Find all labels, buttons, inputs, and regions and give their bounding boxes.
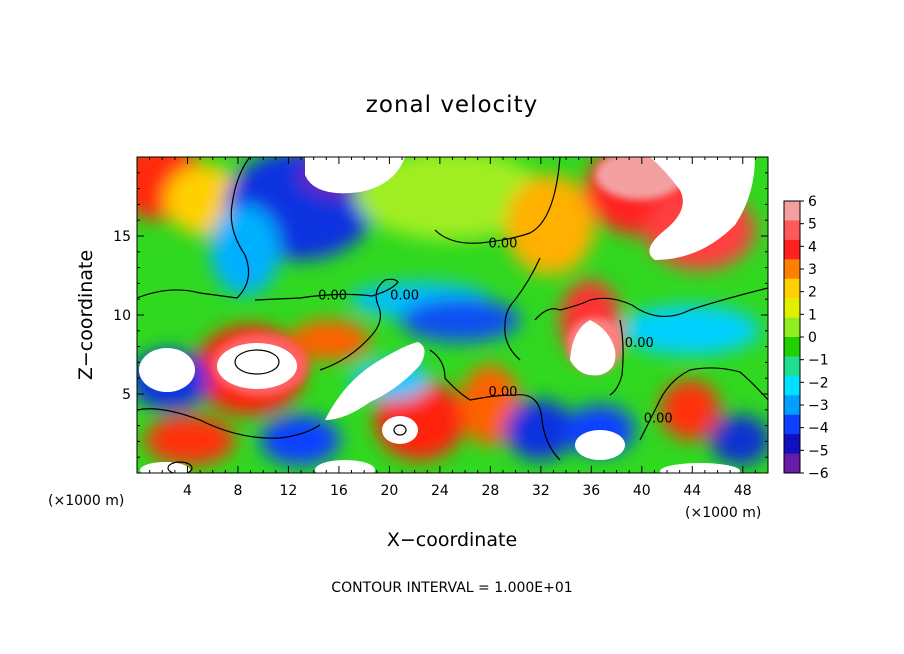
contour-label: 0.00 [489,385,518,400]
contour-lines [137,157,768,473]
x-tick-label: 32 [532,483,550,499]
x-tick-label: 8 [233,483,242,499]
colorbar-tick-label: 3 [808,262,817,278]
colorbar-segment [784,453,800,474]
colorbar-tick-label: −6 [808,466,829,482]
y-axis-label: Z−coordinate [75,250,97,380]
contour-labels: 0.00 0.00 0.00 0.00 0.00 0.00 [318,236,673,426]
colorbar-segment [784,278,800,299]
colorbar-tick-label: 5 [808,217,817,233]
colorbar-segment [784,239,800,260]
colorbar-tick-label: 0 [808,330,817,346]
colorbar-segment [784,337,800,357]
colorbar: 6 5 4 3 2 1 0 −1 −2 −3 −4 −5 −6 [783,194,829,482]
colorbar-tick-label: 4 [808,239,817,255]
colorbar-segment [784,414,800,435]
colorbar-tick-label: 1 [808,307,817,323]
y-tick-label: 15 [113,229,131,245]
colorbar-segment [784,434,800,455]
x-units-label-left: (×1000 m) [48,493,124,509]
x-tick-label: 28 [481,483,499,499]
contour-label: 0.00 [390,288,419,303]
colorbar-tick-label: −4 [808,421,829,437]
x-tick-label: 48 [734,483,752,499]
colorbar-tick-label: −5 [808,443,829,459]
y-tick-label: 5 [122,387,131,403]
colorbar-segment [784,395,800,416]
colorbar-segment [784,220,800,241]
colorbar-segment [784,356,800,377]
colorbar-segment [784,201,800,221]
colorbar-tick-label: 2 [808,285,817,301]
x-tick-label: 44 [683,483,701,499]
contour-label: 0.00 [644,412,673,427]
y-axis-ticks: 5 10 15 [113,172,768,458]
colorbar-segment [784,298,800,319]
colorbar-tick-label: −2 [808,375,829,391]
velocity-field [137,157,768,473]
x-axis-ticks: 4 8 12 16 20 24 28 32 36 40 44 48 [149,157,756,499]
contour-label: 0.00 [318,288,347,303]
colorbar-tick-label: 6 [808,194,817,210]
contour-label: 0.00 [489,236,518,251]
x-units-label-right: (×1000 m) [685,505,761,521]
contour-label: 0.00 [625,336,654,351]
colorbar-segment [784,317,800,338]
chart-title: zonal velocity [366,92,538,118]
x-tick-label: 4 [183,483,192,499]
x-axis-label: X−coordinate [387,529,517,551]
colorbar-tick-label: −3 [808,398,829,414]
contour-interval-note: CONTOUR INTERVAL = 1.000E+01 [331,580,572,596]
colorbar-tick-label: −1 [808,353,829,369]
x-tick-label: 24 [431,483,449,499]
colorbar-segment [784,375,800,396]
x-tick-label: 40 [633,483,651,499]
x-tick-label: 12 [280,483,298,499]
x-tick-label: 36 [582,483,600,499]
x-tick-label: 16 [330,483,348,499]
colorbar-segment [784,259,800,280]
x-tick-label: 20 [380,483,398,499]
y-tick-label: 10 [113,308,131,324]
